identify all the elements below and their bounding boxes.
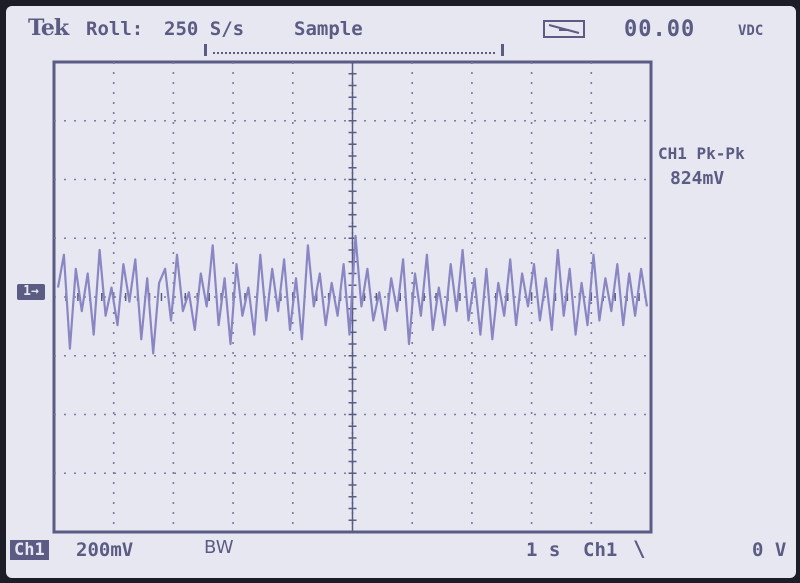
trigger-source: Ch1 — [583, 539, 618, 561]
waveform-display — [52, 60, 653, 534]
volts-per-div: 200mV — [76, 539, 134, 561]
trigger-status-icon — [543, 20, 585, 38]
record-window-indicator — [204, 44, 504, 56]
acquisition-mode: Roll: — [86, 18, 144, 40]
brand-logo: Tek — [28, 15, 69, 41]
trigger-unit: VDC — [738, 23, 764, 39]
trigger-slope-icon: \ — [633, 537, 646, 561]
acquisition-type: Sample — [294, 18, 363, 40]
trigger-level: 0 V — [752, 539, 787, 561]
time-per-div: 1 s — [526, 539, 561, 561]
channel-badge: Ch1 — [10, 540, 49, 560]
sample-rate: 250 S/s — [164, 18, 245, 40]
trigger-readout: 00.00 — [624, 17, 696, 42]
measurement-label: CH1 Pk-Pk — [658, 144, 745, 163]
measurement-value: 824mV — [670, 168, 725, 189]
bandwidth-limit-indicator: BW — [204, 537, 234, 558]
ch1-trace — [56, 234, 649, 355]
oscilloscope-screen: Tek Roll: 250 S/s Sample 00.00 VDC 1→ CH… — [6, 6, 796, 578]
channel1-ground-marker: 1→ — [17, 284, 45, 300]
